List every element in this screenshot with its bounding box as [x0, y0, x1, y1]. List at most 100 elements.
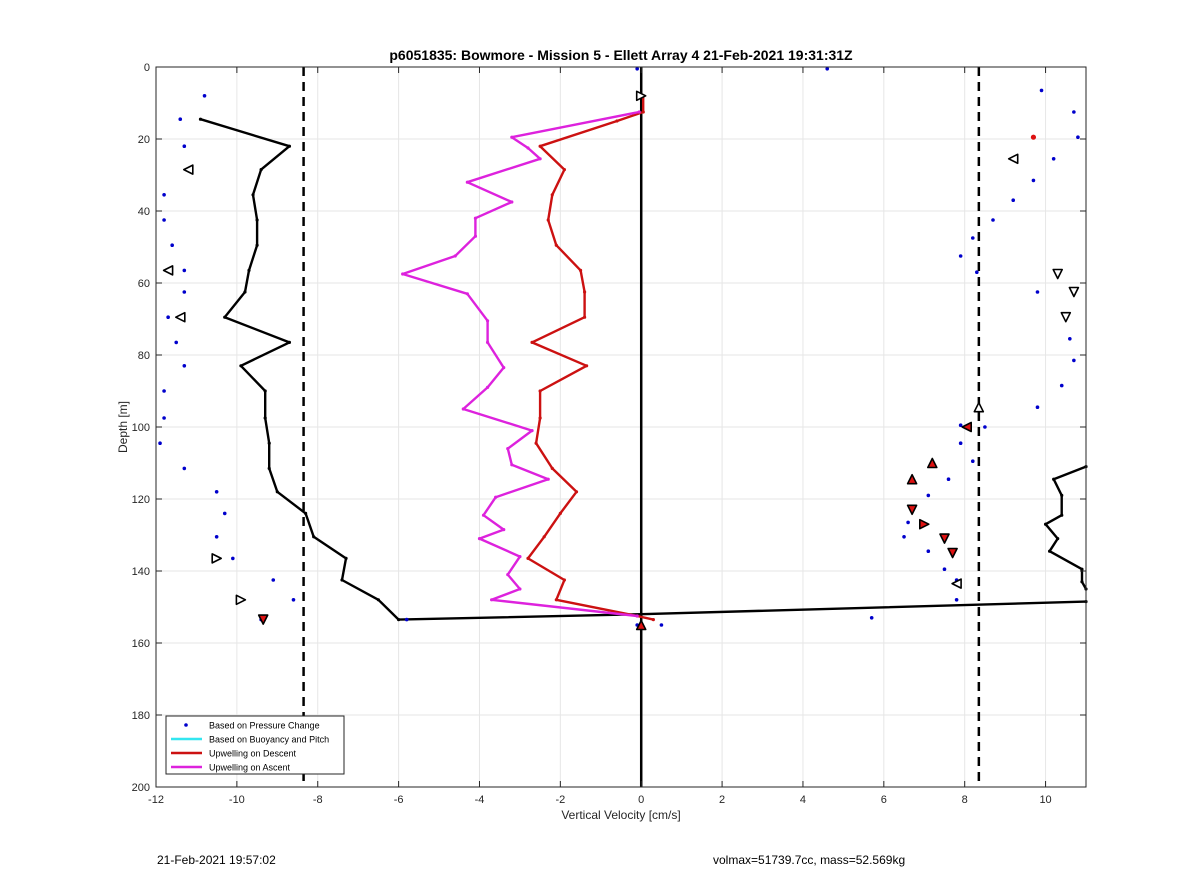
y-tick-label: 40 [138, 206, 150, 218]
pressure-point [174, 340, 179, 345]
x-tick-label: -12 [148, 794, 164, 806]
legend-label: Upwelling on Ascent [209, 763, 291, 773]
series-vertex [485, 385, 490, 389]
series-vertex [473, 216, 478, 220]
pressure-point [271, 578, 276, 582]
triangle-marker [257, 614, 269, 625]
series-vertex [267, 466, 271, 470]
chart-title: p6051835: Bowmore - Mission 5 - Ellett A… [389, 47, 853, 63]
series-vertex [526, 556, 530, 561]
y-tick-label: 80 [138, 350, 150, 362]
triangle-marker [947, 547, 958, 559]
series-vertex [518, 555, 522, 559]
pressure-point [942, 567, 947, 571]
pressure-point [170, 243, 174, 247]
pressure-point [970, 236, 975, 240]
x-tick-label: 0 [638, 794, 644, 806]
y-tick-label: 180 [132, 710, 150, 722]
series-vertex [461, 407, 465, 411]
series-vertex [538, 389, 542, 393]
pressure-point [182, 364, 187, 368]
pressure-point [659, 623, 664, 627]
x-tick-label: 8 [962, 794, 968, 806]
series-vertex [344, 556, 348, 561]
series-vertex [473, 234, 478, 238]
series-vertex [542, 535, 546, 539]
pressure-point [162, 193, 166, 197]
series-vertex [259, 168, 263, 172]
triangle-marker [906, 504, 918, 516]
series-vertex [1080, 567, 1084, 571]
series-vertex [263, 416, 267, 420]
x-tick-label: 6 [881, 794, 887, 806]
pressure-point [1035, 290, 1040, 294]
pressure-point [1068, 337, 1072, 341]
series-vertex [502, 528, 506, 532]
triangle-marker [162, 265, 174, 276]
series-vertex [275, 490, 279, 494]
series-vertex [1060, 513, 1064, 517]
series-vertex [255, 218, 259, 222]
y-tick-label: 100 [132, 422, 150, 434]
series-vertex [546, 477, 550, 481]
y-tick-label: 0 [144, 62, 150, 74]
series-vertex [651, 618, 655, 622]
series-vertex [490, 598, 494, 602]
series-vertex [583, 315, 587, 319]
pressure-point [983, 425, 987, 429]
x-axis-ticks: -12 -10 -8 -6 -4 -2 0 2 4 6 8 10 [148, 67, 1052, 806]
y-axis-label: Depth [m] [116, 401, 130, 453]
series-vertex [485, 340, 490, 344]
series-vertex [518, 587, 522, 591]
pressure-point [869, 616, 874, 620]
series-vertex [1052, 477, 1056, 481]
series-vertex [550, 466, 554, 470]
pressure-point [1031, 178, 1036, 183]
series-vertex [1080, 580, 1084, 584]
pressure-point [182, 144, 187, 148]
series-vertex [485, 319, 490, 323]
series-vertex [376, 598, 380, 602]
series-vertex [312, 535, 316, 539]
series-vertex [502, 366, 506, 370]
series-vertex [1056, 537, 1060, 541]
series-vertex [637, 110, 641, 114]
series-vertex [538, 157, 542, 161]
series-vertex [526, 146, 530, 150]
series-vertex [397, 618, 401, 622]
series-vertex [585, 364, 589, 368]
pressure-point [182, 268, 187, 273]
series-vertex [583, 290, 587, 294]
series-vertex [639, 612, 643, 616]
triangle-marker [175, 311, 186, 323]
triangle-marker [1052, 268, 1063, 280]
triangle-marker [961, 421, 973, 433]
pressure-point [214, 535, 219, 539]
pressure-point [178, 117, 183, 121]
pressure-point [202, 94, 207, 98]
series-vertex [1048, 549, 1052, 553]
series-line [1044, 465, 1088, 590]
legend-swatch-pressure [184, 723, 188, 727]
series-vertex [465, 180, 469, 184]
series-vertex [550, 193, 554, 197]
series-vertex [267, 441, 271, 445]
triangle-marker [939, 533, 950, 544]
series-vertex [578, 268, 583, 272]
triangle-marker [973, 401, 985, 413]
pressure-point [1039, 88, 1044, 93]
series-vertex [530, 429, 534, 433]
series-vertex [641, 110, 645, 114]
pressure-point [158, 441, 162, 446]
pressure-point [162, 218, 166, 222]
series-vertex [538, 416, 542, 420]
x-tick-label: -2 [555, 794, 565, 806]
pressure-point [926, 549, 931, 553]
series-vertex [477, 537, 482, 541]
pressure-point [958, 423, 963, 428]
red-marker-point [1030, 134, 1037, 140]
series-vertex [287, 340, 292, 344]
triangle-marker [635, 619, 647, 631]
footer-timestamp: 21-Feb-2021 19:57:02 [157, 853, 276, 867]
